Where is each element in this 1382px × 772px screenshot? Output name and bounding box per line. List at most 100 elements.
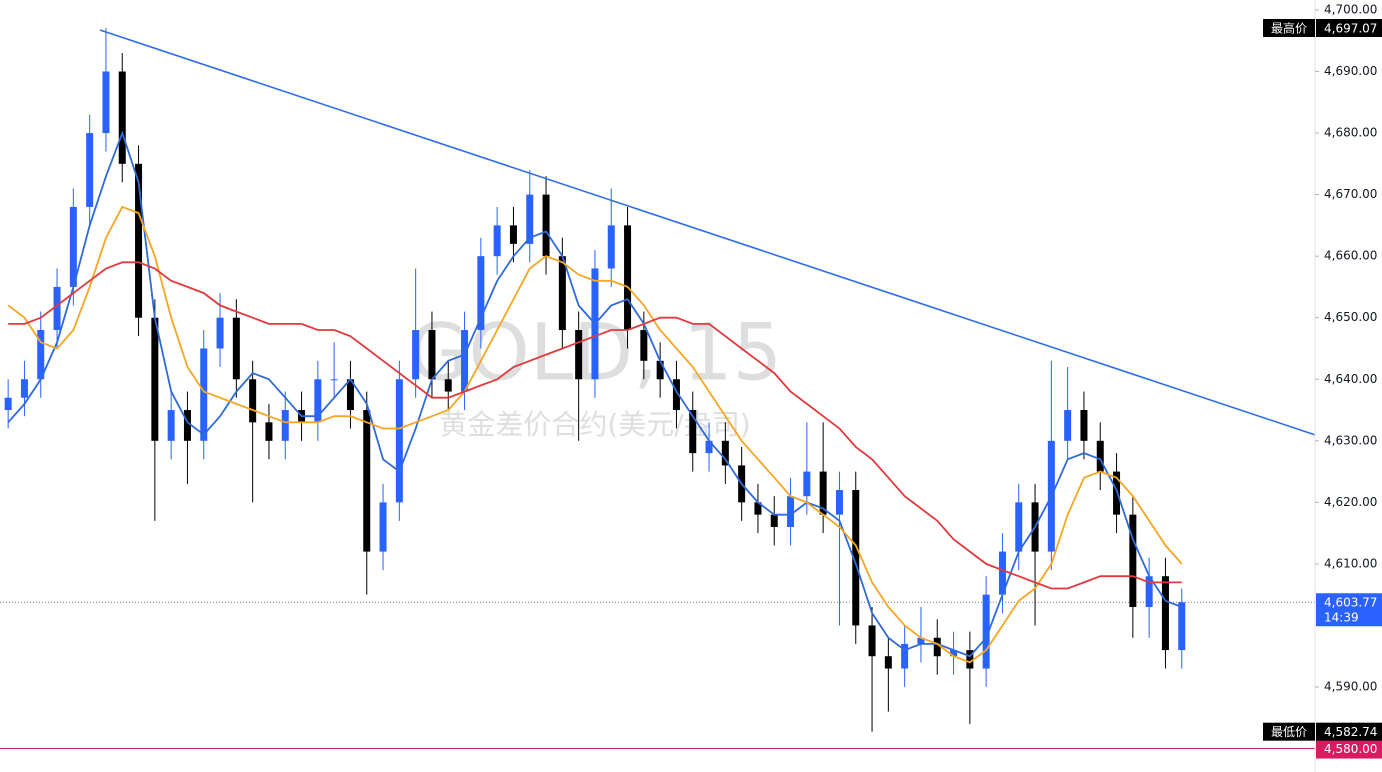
- candle-body: [183, 410, 191, 441]
- candle-body: [787, 496, 795, 527]
- trendline: [99, 29, 1316, 436]
- candle-body: [624, 225, 632, 331]
- candle-body: [1161, 576, 1169, 651]
- candle-body: [216, 317, 224, 349]
- low-badge-label: 4,582.74: [1324, 725, 1377, 739]
- candle-body: [200, 348, 208, 441]
- candle-body: [20, 379, 28, 398]
- candle-body: [53, 286, 61, 331]
- candle-body: [346, 379, 354, 411]
- y-tick-label: 4,640.00: [1324, 372, 1377, 386]
- candle-body: [477, 256, 485, 331]
- high-badge-text: 最高价: [1271, 21, 1307, 36]
- candle-body: [363, 410, 371, 552]
- moving-average-line: [7, 130, 1183, 658]
- candle-body: [1129, 514, 1137, 607]
- y-tick-label: 4,660.00: [1324, 249, 1377, 263]
- candle-body: [461, 330, 469, 392]
- y-tick-label: 4,670.00: [1324, 187, 1377, 201]
- candle-body: [526, 194, 534, 244]
- candle-body: [412, 330, 420, 380]
- candle-body: [4, 397, 12, 411]
- candle-body: [884, 656, 892, 669]
- y-tick-label: 4,620.00: [1324, 495, 1377, 509]
- candle-body: [444, 379, 452, 392]
- candle-body: [607, 225, 615, 269]
- candle-body: [705, 440, 713, 454]
- y-tick-label: 4,690.00: [1324, 64, 1377, 78]
- candle-body: [917, 637, 925, 644]
- candle-body: [167, 410, 175, 441]
- candle-body: [379, 502, 387, 552]
- candle-body: [232, 317, 240, 380]
- candle-body: [249, 379, 257, 423]
- candle-body: [868, 625, 876, 657]
- candle-body: [982, 594, 990, 669]
- candle-body: [754, 502, 762, 515]
- candle-body: [493, 225, 501, 257]
- last-price-label: 4,603.77: [1324, 596, 1377, 610]
- candle-body: [102, 71, 110, 134]
- candle-body: [1096, 440, 1104, 472]
- candle-body: [950, 650, 958, 657]
- candle-body: [395, 379, 403, 503]
- candle-body: [852, 490, 860, 626]
- level-label: 4,580.00: [1324, 742, 1377, 756]
- candle-body: [1080, 410, 1088, 441]
- candle-body: [281, 410, 289, 441]
- candle-body: [1145, 576, 1153, 607]
- candle-body: [770, 514, 778, 527]
- candle-body: [1178, 602, 1186, 651]
- y-tick-label: 4,630.00: [1324, 433, 1377, 447]
- candle-body: [265, 422, 273, 441]
- candle-body: [672, 379, 680, 411]
- low-badge-text: 最低价: [1271, 725, 1307, 739]
- y-tick-label: 4,610.00: [1324, 556, 1377, 570]
- candle-body: [151, 317, 159, 441]
- candle-body: [901, 643, 909, 669]
- candle-body: [1064, 410, 1072, 441]
- high-badge-label: 4,697.07: [1324, 22, 1377, 36]
- low-badge-box: [1316, 722, 1382, 741]
- candle-body: [428, 330, 436, 380]
- candle-body: [37, 330, 45, 380]
- candle-body: [933, 637, 941, 657]
- candle-body: [1015, 502, 1023, 552]
- low-badge-tag: [1263, 722, 1315, 741]
- last-price-badge: [1316, 593, 1382, 627]
- candle-body: [819, 471, 827, 515]
- candle-body: [118, 71, 126, 164]
- y-tick-label: 4,650.00: [1324, 310, 1377, 324]
- candle-body: [721, 440, 729, 466]
- candle-body: [314, 379, 322, 423]
- moving-average-line: [7, 205, 1183, 664]
- countdown-label: 14:39: [1324, 611, 1359, 625]
- watermark-description: 黄金差价合约(美元/盎司): [439, 408, 750, 441]
- y-tick-label: 4,590.00: [1324, 680, 1377, 694]
- candle-body: [509, 225, 517, 244]
- candle-body: [542, 194, 550, 257]
- candle-body: [998, 551, 1006, 595]
- candle-body: [656, 360, 664, 380]
- candle-body: [86, 133, 94, 207]
- candle-body: [69, 206, 77, 287]
- high-badge-box: [1316, 19, 1382, 38]
- candle-body: [558, 256, 566, 331]
- candle-body: [835, 490, 843, 515]
- candle-body: [689, 410, 697, 454]
- y-tick-label: 4,680.00: [1324, 126, 1377, 140]
- candle-body: [966, 650, 974, 669]
- plot-area: [0, 28, 1316, 750]
- candle-body: [1113, 471, 1121, 515]
- y-tick-label: 4,700.00: [1324, 2, 1377, 16]
- candle-body: [575, 330, 583, 380]
- candle-body: [135, 163, 143, 318]
- candle-body: [330, 379, 338, 381]
- moving-average-line: [8, 261, 1182, 590]
- price-axis: 4,590.00 4,610.00 4,620.00 4,630.00 4,640.00…: [1263, 2, 1382, 759]
- candle-body: [640, 330, 648, 361]
- high-badge-tag: [1263, 19, 1315, 38]
